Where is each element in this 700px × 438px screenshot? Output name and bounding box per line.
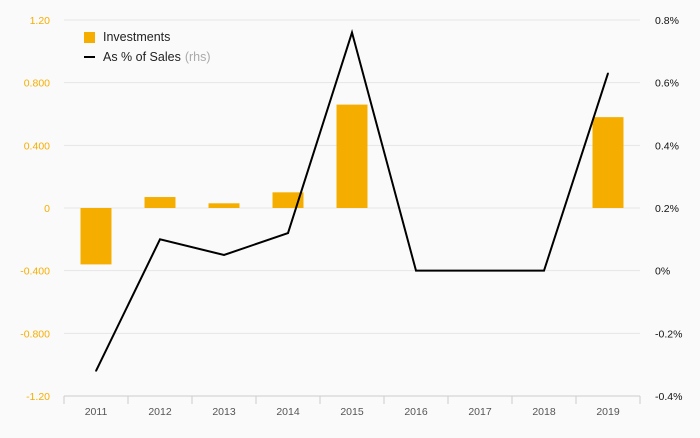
x-axis-tick-label: 2011 bbox=[85, 406, 108, 418]
x-axis-tick-label: 2019 bbox=[596, 406, 620, 418]
bar-2015 bbox=[336, 104, 368, 208]
line-point-2013 bbox=[223, 254, 225, 256]
x-axis-tick-label: 2016 bbox=[404, 406, 428, 418]
bar-2011 bbox=[80, 208, 112, 265]
left-axis-tick-label: 0.400 bbox=[24, 140, 50, 152]
bar-2019 bbox=[592, 117, 624, 208]
bar-2012 bbox=[144, 197, 176, 208]
x-axis-tick-label: 2014 bbox=[276, 406, 300, 418]
line-point-2011 bbox=[95, 370, 97, 372]
x-axis-tick-label: 2015 bbox=[340, 406, 364, 418]
left-axis-tick-label: -0.800 bbox=[20, 328, 50, 340]
legend: Investments As % of Sales (rhs) bbox=[84, 27, 211, 67]
bar-2013 bbox=[208, 203, 240, 208]
x-axis-tick-label: 2017 bbox=[468, 406, 492, 418]
left-axis-tick-label: 0 bbox=[44, 203, 50, 215]
line-point-2017 bbox=[479, 269, 481, 272]
right-axis-tick-label: 0% bbox=[655, 266, 670, 278]
line-point-2014 bbox=[287, 232, 289, 234]
legend-line-note: (rhs) bbox=[184, 50, 211, 64]
line-point-2019 bbox=[607, 72, 609, 75]
right-axis-tick-label: 0.8% bbox=[655, 15, 679, 27]
legend-bar-label: Investments bbox=[103, 30, 171, 44]
x-axis-tick-label: 2012 bbox=[148, 406, 172, 418]
left-axis-tick-label: 0.800 bbox=[24, 78, 50, 90]
right-axis-tick-label: 0.4% bbox=[655, 140, 679, 152]
bar-2014 bbox=[272, 192, 304, 208]
left-axis-tick-label: 1.20 bbox=[30, 15, 51, 27]
left-axis-tick-label: -0.400 bbox=[20, 266, 50, 278]
line-point-2016 bbox=[415, 269, 417, 272]
line-point-2018 bbox=[543, 269, 545, 272]
legend-line-label: As % of Sales bbox=[103, 50, 181, 64]
legend-item-investments: Investments bbox=[84, 27, 211, 47]
legend-item-pct-sales: As % of Sales (rhs) bbox=[84, 47, 211, 67]
right-axis-tick-label: 0.6% bbox=[655, 78, 679, 90]
x-axis-tick-label: 2018 bbox=[532, 406, 556, 418]
left-axis-tick-label: -1.20 bbox=[26, 391, 50, 403]
line-point-2015 bbox=[351, 31, 353, 34]
right-axis-tick-label: -0.4% bbox=[655, 391, 682, 403]
legend-bar-swatch bbox=[84, 31, 95, 43]
right-axis-tick-label: 0.2% bbox=[655, 203, 679, 215]
right-axis-tick-label: -0.2% bbox=[655, 328, 682, 340]
legend-line-swatch bbox=[84, 56, 95, 58]
x-axis-tick-label: 2013 bbox=[212, 406, 236, 418]
line-point-2012 bbox=[159, 238, 161, 241]
